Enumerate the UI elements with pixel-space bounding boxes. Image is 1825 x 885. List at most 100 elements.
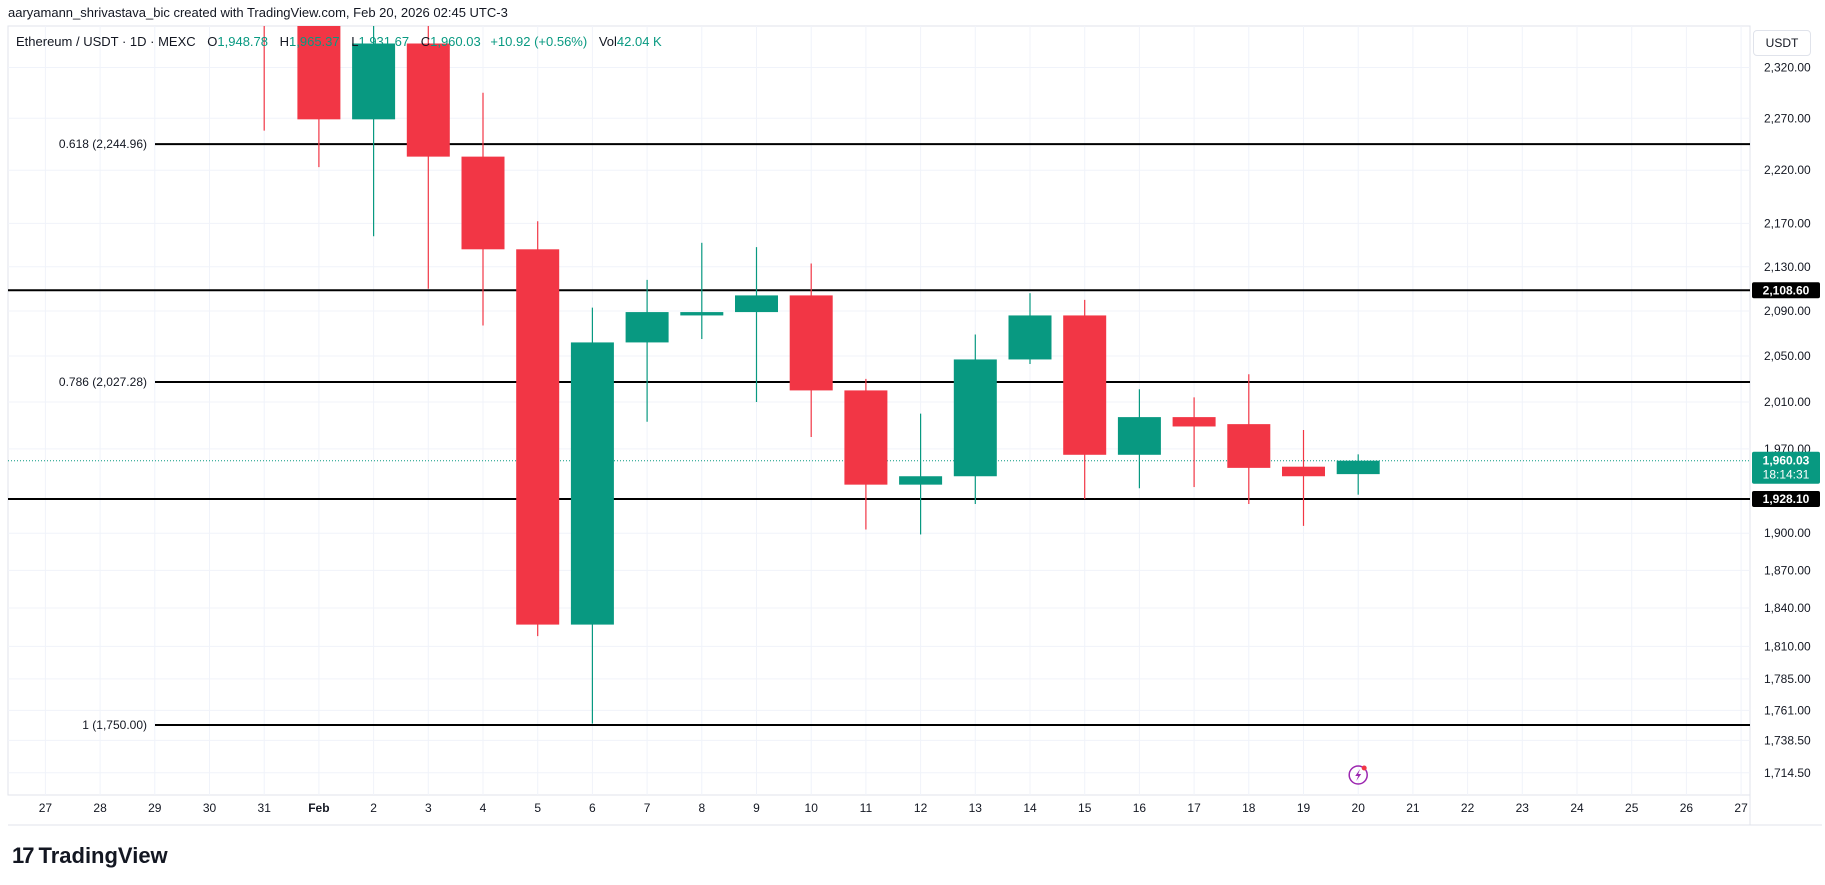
date-tick-label: 29: [148, 801, 162, 815]
date-tick-label: 21: [1406, 801, 1420, 815]
low-value: 1,931.67: [358, 34, 410, 49]
candle-body: [461, 156, 505, 250]
lightning-alert-icon: [1348, 765, 1368, 785]
date-tick-label: 17: [1187, 801, 1201, 815]
candle-body: [297, 26, 341, 120]
date-tick-label: 18: [1242, 801, 1256, 815]
date-tick-label: 4: [480, 801, 487, 815]
price-tick-label: 2,050.00: [1764, 349, 1811, 363]
chart-credit: aaryamann_shrivastava_bic created with T…: [8, 5, 508, 20]
candle-body: [1008, 315, 1052, 360]
date-tick-label: 9: [753, 801, 760, 815]
bar-countdown-label: 18:14:31: [1763, 468, 1810, 482]
date-tick-label: 15: [1078, 801, 1092, 815]
price-tick-label: 1,900.00: [1764, 526, 1811, 540]
plot-area: [8, 0, 1750, 727]
change-value: +10.92 (+0.56%): [490, 34, 588, 49]
date-tick-label: 19: [1297, 801, 1311, 815]
date-tick-label: 28: [93, 801, 107, 815]
candle-body: [352, 43, 396, 120]
date-tick-label: 26: [1680, 801, 1694, 815]
fib-level-label: 0.786 (2,027.28): [59, 375, 147, 389]
date-tick-label: 25: [1625, 801, 1639, 815]
date-tick-label: 11: [860, 801, 873, 815]
symbol-title[interactable]: Ethereum / USDT · 1D · MEXC: [16, 34, 196, 49]
price-tick-label: 2,270.00: [1764, 111, 1811, 125]
symbol-legend: Ethereum / USDT · 1D · MEXC O1,948.78 H1…: [16, 34, 662, 49]
fib-level-label: 0.618 (2,244.96): [59, 137, 147, 151]
date-tick-label: 23: [1516, 801, 1530, 815]
candle-body: [625, 312, 669, 343]
date-tick-label: 8: [698, 801, 705, 815]
price-tick-label: 1,761.00: [1764, 703, 1811, 717]
date-tick-label: 27: [1734, 801, 1748, 815]
candle-body: [899, 476, 943, 485]
horizontal-line-price-label: 2,108.60: [1763, 283, 1810, 297]
date-tick-label: 13: [969, 801, 983, 815]
tradingview-logo-mark: 17: [12, 843, 35, 868]
price-tick-label: 2,320.00: [1764, 61, 1811, 75]
volume-label: Vol: [598, 34, 617, 49]
candle-body: [1117, 417, 1161, 455]
candle-body: [1282, 466, 1325, 477]
date-tick-label: 27: [39, 801, 53, 815]
date-tick-label: Feb: [308, 801, 329, 815]
candle-body: [1063, 315, 1107, 455]
price-tick-label: 2,170.00: [1764, 216, 1811, 230]
date-tick-label: 20: [1352, 801, 1366, 815]
close-label: C: [420, 34, 431, 49]
date-tick-label: 24: [1570, 801, 1584, 815]
price-tick-label: 1,714.50: [1764, 766, 1811, 780]
price-tick-label: 1,738.50: [1764, 733, 1811, 747]
candle-body: [1172, 417, 1216, 427]
low-label: L: [351, 34, 359, 49]
horizontal-line-price-tag: [1752, 490, 1820, 507]
price-tick-label: 2,090.00: [1764, 304, 1811, 318]
date-tick-label: 2: [370, 801, 377, 815]
date-tick-label: 5: [534, 801, 541, 815]
date-tick-label: 16: [1133, 801, 1147, 815]
date-tick-label: 22: [1461, 801, 1475, 815]
price-tick-label: 2,130.00: [1764, 260, 1811, 274]
date-tick-label: 7: [644, 801, 651, 815]
candle-body: [516, 249, 560, 625]
currency-unit-button[interactable]: USDT: [1753, 30, 1811, 56]
candle-body: [953, 359, 997, 477]
date-tick-label: 30: [203, 801, 217, 815]
volume-value: 42.04 K: [616, 34, 662, 49]
date-tick-label: 12: [914, 801, 928, 815]
candle-body: [844, 390, 888, 485]
candle-body: [1227, 424, 1271, 468]
horizontal-line-price-label: 1,928.10: [1763, 492, 1810, 506]
lightning-bolt-icon: [1355, 769, 1362, 781]
horizontal-line-price-tag: [1752, 282, 1820, 299]
candle-body: [243, 0, 286, 18]
price-tick-label: 2,220.00: [1764, 163, 1811, 177]
candle-body: [406, 43, 450, 157]
price-tick-label: 2,010.00: [1764, 395, 1811, 409]
price-tick-label: 1,840.00: [1764, 601, 1811, 615]
candle-body: [789, 295, 833, 391]
close-value: 1,960.03: [430, 34, 481, 49]
price-tick-label: 1,870.00: [1764, 563, 1811, 577]
tradingview-logo[interactable]: 17 TradingView: [12, 843, 168, 869]
high-label: H: [279, 34, 290, 49]
candle-body: [570, 342, 614, 625]
alert-dot-icon: [1361, 765, 1367, 771]
fib-level-label: 1 (1,750.00): [82, 718, 147, 732]
candle-body: [680, 312, 724, 316]
date-tick-label: 14: [1023, 801, 1037, 815]
tradingview-logo-text: TradingView: [38, 843, 168, 868]
price-tick-label: 1,785.00: [1764, 672, 1811, 686]
open-value: 1,948.78: [217, 34, 268, 49]
candle-body: [1336, 460, 1380, 475]
open-label: O: [207, 34, 218, 49]
date-tick-label: 31: [258, 801, 272, 815]
last-price-label: 1,960.03: [1763, 454, 1810, 468]
date-tick-label: 6: [589, 801, 596, 815]
candle-body: [735, 295, 778, 313]
date-tick-label: 10: [805, 801, 819, 815]
last-price-tag: [1752, 451, 1820, 484]
high-value: 1,965.37: [289, 34, 340, 49]
